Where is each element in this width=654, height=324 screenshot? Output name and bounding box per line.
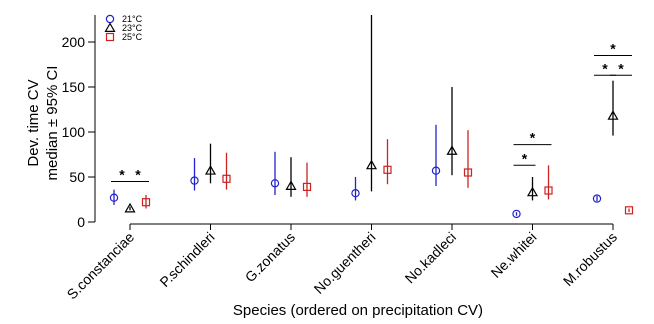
data-point bbox=[526, 186, 539, 197]
significance-asterisk: * bbox=[618, 60, 624, 76]
data-point bbox=[204, 164, 217, 175]
data-point bbox=[124, 202, 136, 213]
data-point bbox=[351, 188, 360, 198]
significance-asterisk: * bbox=[522, 150, 528, 166]
data-point bbox=[383, 165, 392, 174]
data-point bbox=[222, 174, 231, 183]
significance-marks: * **** ** bbox=[111, 41, 632, 183]
x-tick-label: No.kadleci bbox=[402, 229, 460, 287]
y-tick-label: 0 bbox=[77, 214, 85, 230]
data-point bbox=[624, 206, 634, 215]
data-point bbox=[463, 168, 473, 177]
data-point bbox=[592, 194, 602, 203]
significance-asterisk: * bbox=[119, 167, 125, 183]
x-tick-label: M.robustus bbox=[560, 229, 620, 289]
data-point bbox=[109, 193, 119, 202]
x-ticks: S.constanciae P.schindleri G.zonatus No.gue… bbox=[64, 224, 620, 303]
significance-asterisk: * bbox=[135, 167, 141, 183]
significance-asterisk: * bbox=[530, 130, 536, 146]
data-point bbox=[431, 166, 441, 175]
y-tick-label: 50 bbox=[69, 169, 85, 185]
x-tick-label: S.constanciae bbox=[64, 229, 138, 303]
y-ticks: 0 50 100 150 200 bbox=[62, 34, 95, 230]
y-tick-label: 100 bbox=[62, 124, 86, 140]
data-point bbox=[302, 182, 312, 191]
x-tick-label: G.zonatus bbox=[242, 229, 298, 285]
legend-marker bbox=[105, 32, 115, 42]
legend-label: 25°C bbox=[122, 32, 143, 42]
x-axis-title: Species (ordered on precipitation CV) bbox=[233, 302, 483, 319]
data-point bbox=[190, 176, 199, 185]
y-axis-title-line2: median ± 95% CI bbox=[44, 66, 61, 181]
legend-label: 23°C bbox=[122, 23, 143, 33]
legend: 21°C23°C25°C bbox=[104, 14, 143, 42]
legend-label: 21°C bbox=[122, 14, 143, 24]
data-point bbox=[512, 209, 521, 219]
significance-asterisk: * bbox=[602, 60, 608, 76]
y-axis-title-line1: Dev. time CV bbox=[25, 79, 42, 166]
data-point bbox=[544, 186, 553, 195]
data-point bbox=[285, 180, 297, 190]
x-tick-label: No.guentheri bbox=[311, 229, 379, 297]
legend-marker bbox=[105, 14, 115, 24]
x-tick-label: P.schindleri bbox=[156, 229, 217, 290]
significance-asterisk: * bbox=[610, 41, 616, 57]
legend-marker bbox=[104, 22, 116, 32]
y-tick-label: 150 bbox=[62, 79, 86, 95]
data-point bbox=[270, 179, 280, 188]
data-point bbox=[607, 110, 619, 120]
y-tick-label: 200 bbox=[62, 34, 86, 50]
data-point bbox=[365, 159, 378, 170]
data-point bbox=[446, 145, 458, 155]
x-tick-label: Ne.whitei bbox=[488, 229, 540, 281]
data-point bbox=[141, 198, 151, 207]
data-marks bbox=[109, 15, 634, 219]
